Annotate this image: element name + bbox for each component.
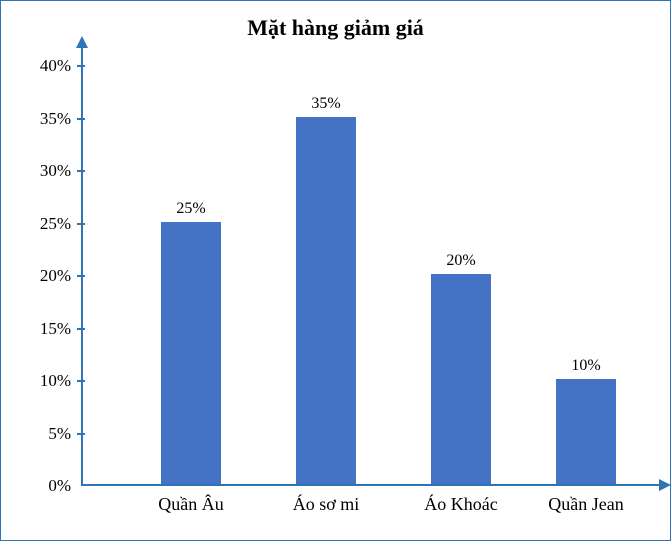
y-tick-mark [77, 328, 85, 330]
x-axis-arrow-icon [659, 479, 671, 491]
y-tick-label: 20% [40, 266, 71, 286]
chart-title: Mặt hàng giảm giá [1, 15, 670, 41]
bar: 20% [431, 274, 491, 484]
y-axis-arrow-icon [76, 36, 88, 48]
chart-container: Mặt hàng giảm giá 0% 5% 10% 15% 20% 25% 30% 35%… [0, 0, 671, 541]
y-tick-label: 10% [40, 371, 71, 391]
bar-value-label: 10% [571, 357, 600, 375]
y-tick-label: 25% [40, 214, 71, 234]
y-tick-mark [77, 433, 85, 435]
bar-value-label: 35% [311, 95, 340, 113]
bar-value-label: 20% [446, 252, 475, 270]
y-tick-mark [77, 65, 85, 67]
y-tick-label: 0% [48, 476, 71, 496]
y-tick-mark [77, 223, 85, 225]
bar-value-label: 25% [176, 200, 205, 218]
x-category-label: Áo Khoác [424, 494, 497, 515]
y-axis [81, 46, 83, 486]
y-tick-mark [77, 380, 85, 382]
bar: 10% [556, 379, 616, 484]
y-tick-label: 5% [48, 424, 71, 444]
y-tick-mark [77, 275, 85, 277]
x-axis [81, 484, 661, 486]
y-tick-label: 40% [40, 56, 71, 76]
bar: 25% [161, 222, 221, 485]
y-tick-label: 35% [40, 109, 71, 129]
x-category-label: Quần Jean [548, 494, 623, 515]
y-tick-mark [77, 170, 85, 172]
y-tick-label: 30% [40, 161, 71, 181]
plot-area: 0%5%10%15%20%25%30%35%40%25%Quần Âu35%Áo… [81, 66, 641, 486]
y-tick-label: 15% [40, 319, 71, 339]
x-category-label: Áo sơ mi [293, 494, 360, 515]
y-tick-mark [77, 118, 85, 120]
bar: 35% [296, 117, 356, 485]
x-category-label: Quần Âu [158, 494, 224, 515]
